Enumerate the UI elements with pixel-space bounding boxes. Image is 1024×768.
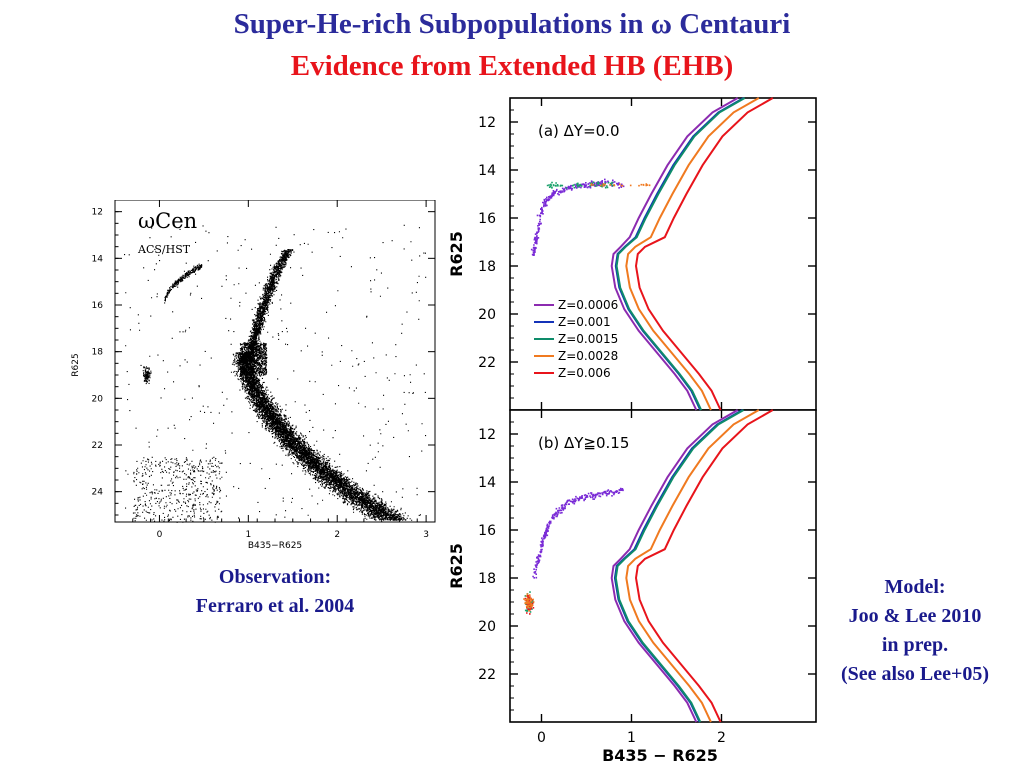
legend-label: Z=0.001 bbox=[558, 315, 611, 329]
panel-a-frame bbox=[509, 97, 817, 411]
legend-label: Z=0.0006 bbox=[558, 298, 618, 312]
model-y-tick-label: 18 bbox=[478, 259, 496, 275]
model-y-tick-label: 20 bbox=[478, 307, 496, 323]
model-y-tick-label: 12 bbox=[478, 115, 496, 131]
model-y-tick-label: 22 bbox=[478, 355, 496, 371]
isochrone-line bbox=[610, 97, 739, 411]
model-x-tick-label: 0 bbox=[537, 730, 546, 746]
hb-points-orange bbox=[590, 183, 651, 187]
obs-star-points bbox=[124, 224, 427, 523]
model-caption-line2: Joo & Lee 2010 bbox=[848, 605, 982, 627]
isochrone-line bbox=[634, 409, 774, 723]
obs-y-tick-label: 14 bbox=[92, 254, 104, 264]
slide-subtitle: Evidence from Extended HB (EHB) bbox=[290, 50, 734, 82]
model-caption-line3: in prep. bbox=[881, 634, 949, 656]
legend-label: Z=0.006 bbox=[558, 366, 611, 380]
panel-b-frame bbox=[509, 409, 817, 723]
slide-title: Super-He-rich Subpopulations in ω Centau… bbox=[233, 8, 791, 40]
model-y-tick-label: 14 bbox=[478, 163, 496, 179]
model-caption-line4: (See also Lee+05) bbox=[840, 663, 990, 685]
model-caption: Model: Joo & Lee 2010 in prep. (See also… bbox=[806, 573, 1024, 689]
model-y-label-a: R625 bbox=[447, 231, 466, 277]
isochrone-line bbox=[625, 409, 760, 723]
obs-y-label: R625 bbox=[71, 353, 81, 376]
obs-x-tick-label: 2 bbox=[334, 530, 340, 540]
observation-caption: Observation: Ferraro et al. 2004 bbox=[150, 563, 400, 621]
obs-subtitle: ACS/HST bbox=[137, 243, 191, 256]
obs-x-tick-label: 1 bbox=[245, 530, 251, 540]
model-x-tick-label: 2 bbox=[717, 730, 726, 746]
model-x-label: B435 − R625 bbox=[602, 746, 718, 765]
panel-b-title: (b) ΔY≧0.15 bbox=[538, 434, 629, 452]
obs-y-tick-label: 12 bbox=[92, 208, 103, 218]
model-y-tick-label: 16 bbox=[478, 523, 496, 539]
isochrone-line bbox=[634, 97, 774, 411]
model-y-label-b: R625 bbox=[447, 543, 466, 589]
legend-label: Z=0.0015 bbox=[558, 332, 618, 346]
legend-label: Z=0.0028 bbox=[558, 349, 618, 363]
isochrone-line bbox=[625, 97, 760, 411]
observation-caption-line1: Observation: bbox=[218, 566, 332, 588]
model-y-tick-label: 22 bbox=[478, 667, 496, 683]
obs-x-tick-label: 3 bbox=[423, 530, 429, 540]
model-y-tick-label: 12 bbox=[478, 427, 496, 443]
obs-x-label: B435−R625 bbox=[248, 541, 302, 550]
model-caption-line1: Model: bbox=[884, 576, 946, 598]
obs-x-tick-label: 0 bbox=[157, 530, 163, 540]
model-y-tick-label: 16 bbox=[478, 211, 496, 227]
isochrone-line bbox=[615, 97, 746, 411]
isochrone-line bbox=[610, 409, 739, 723]
model-y-tick-label: 14 bbox=[478, 475, 496, 491]
model-y-tick-label: 18 bbox=[478, 571, 496, 587]
obs-y-tick-label: 24 bbox=[92, 488, 104, 498]
obs-title: ωCen bbox=[138, 209, 197, 233]
observation-caption-line2: Ferraro et al. 2004 bbox=[195, 595, 355, 617]
panel-a-title: (a) ΔY=0.0 bbox=[538, 122, 620, 140]
model-y-tick-label: 20 bbox=[478, 619, 496, 635]
isochrone-line bbox=[614, 409, 745, 723]
hb-points-green bbox=[546, 181, 614, 189]
obs-y-tick-label: 22 bbox=[92, 441, 103, 451]
obs-y-tick-label: 16 bbox=[92, 301, 104, 311]
ehb-points bbox=[523, 593, 535, 612]
obs-y-tick-label: 20 bbox=[92, 394, 104, 404]
model-x-tick-label: 1 bbox=[627, 730, 636, 746]
obs-y-tick-label: 18 bbox=[92, 348, 104, 358]
